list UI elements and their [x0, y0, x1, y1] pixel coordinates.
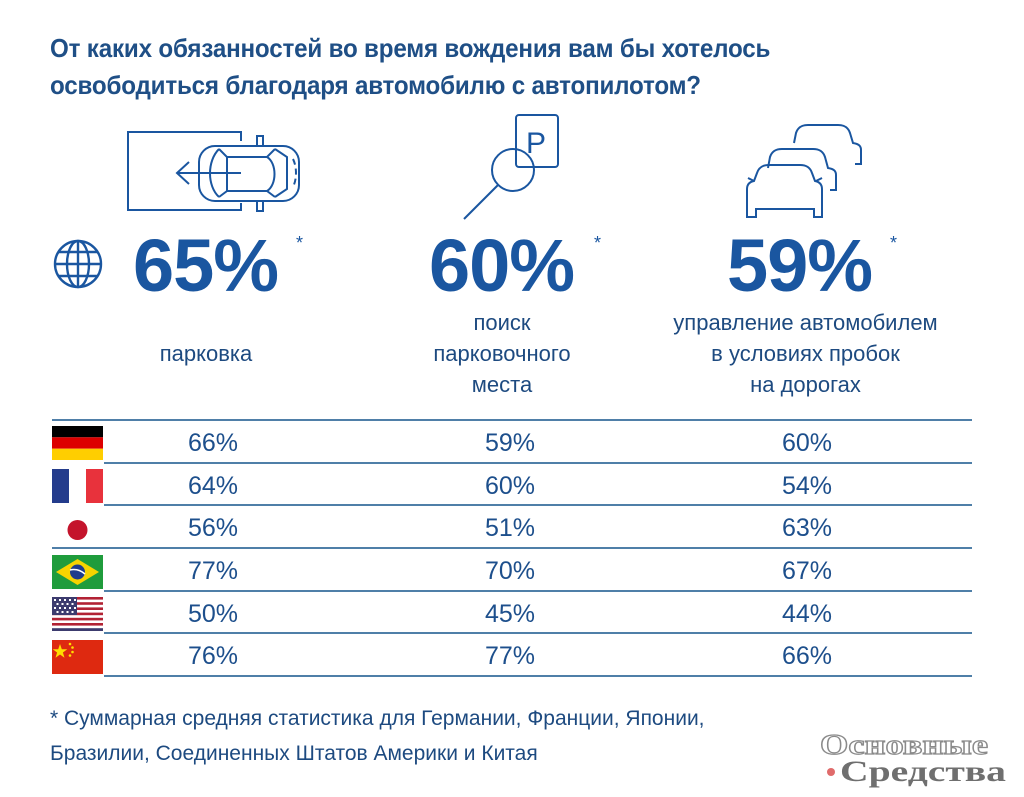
table-cell: 59%	[484, 429, 536, 457]
label-line: в условиях пробок	[711, 341, 900, 366]
label-line: управление автомобилем	[673, 310, 938, 335]
table-cell: 56%	[187, 514, 239, 542]
traffic-jam-icon	[746, 124, 862, 218]
table-cell: 76%	[187, 642, 239, 670]
table-divider	[104, 590, 972, 592]
table-cell: 77%	[484, 642, 536, 670]
label-line: парковка	[159, 341, 253, 366]
car-parking-icon	[127, 131, 300, 212]
footnote-line-1: * Суммарная средняя статистика для Герма…	[50, 707, 705, 730]
label-line: на дорогах	[750, 372, 861, 397]
table-cell: 66%	[781, 642, 833, 670]
flag-china-icon	[52, 640, 103, 674]
globe-icon	[53, 239, 103, 289]
table-cell: 64%	[187, 472, 239, 500]
table-divider	[104, 462, 972, 464]
svg-text:Средства: Средства	[840, 755, 1006, 788]
table-cell: 50%	[187, 600, 239, 628]
overall-value-parking: 65%	[133, 224, 279, 307]
table-cell: 45%	[484, 600, 536, 628]
osnovnye-sredstva-logo: Основные Средства	[819, 729, 1006, 788]
table-cell: 63%	[781, 514, 833, 542]
flag-japan-icon	[52, 510, 103, 544]
asterisk-marker: *	[890, 233, 898, 253]
table-cell: 70%	[484, 557, 536, 585]
table-cell: 60%	[484, 472, 536, 500]
table-divider	[104, 675, 972, 677]
table-cell: 60%	[781, 429, 833, 457]
label-line: места	[471, 372, 533, 397]
label-line: парковочного	[433, 341, 571, 366]
table-divider	[52, 547, 972, 549]
label-line: поиск	[473, 310, 531, 335]
table-cell: 44%	[781, 600, 833, 628]
footnote-line-2: Бразилии, Соединенных Штатов Америки и К…	[50, 742, 538, 765]
svg-text:P: P	[526, 127, 546, 160]
category-label-search: поиск парковочного места	[402, 307, 602, 400]
table-divider	[104, 632, 972, 634]
overall-value-traffic: 59%	[727, 224, 873, 307]
asterisk-marker: *	[594, 233, 602, 253]
flag-france-icon	[52, 469, 103, 503]
table-cell: 51%	[484, 514, 536, 542]
title-line-1: От каких обязанностей во время вождения …	[50, 33, 771, 63]
title-line-2: освободиться благодаря автомобилю с авто…	[50, 70, 701, 100]
parking-search-icon: P	[463, 114, 559, 220]
category-label-traffic: управление автомобилем в условиях пробок…	[628, 307, 983, 400]
page-title: От каких обязанностей во время вождения …	[50, 30, 943, 104]
table-divider	[52, 419, 972, 421]
table-cell: 54%	[781, 472, 833, 500]
asterisk-marker: *	[296, 233, 304, 253]
svg-text:Основные: Основные	[820, 730, 988, 761]
table-cell: 77%	[187, 557, 239, 585]
table-cell: 66%	[187, 429, 239, 457]
footnote: * Суммарная средняя статистика для Герма…	[50, 701, 705, 771]
flag-germany-icon	[52, 426, 103, 460]
table-cell: 67%	[781, 557, 833, 585]
category-label-parking: парковка	[106, 338, 306, 369]
flag-usa-icon	[52, 597, 103, 631]
table-divider	[104, 504, 972, 506]
overall-value-search: 60%	[429, 224, 575, 307]
flag-brazil-icon	[52, 555, 103, 589]
